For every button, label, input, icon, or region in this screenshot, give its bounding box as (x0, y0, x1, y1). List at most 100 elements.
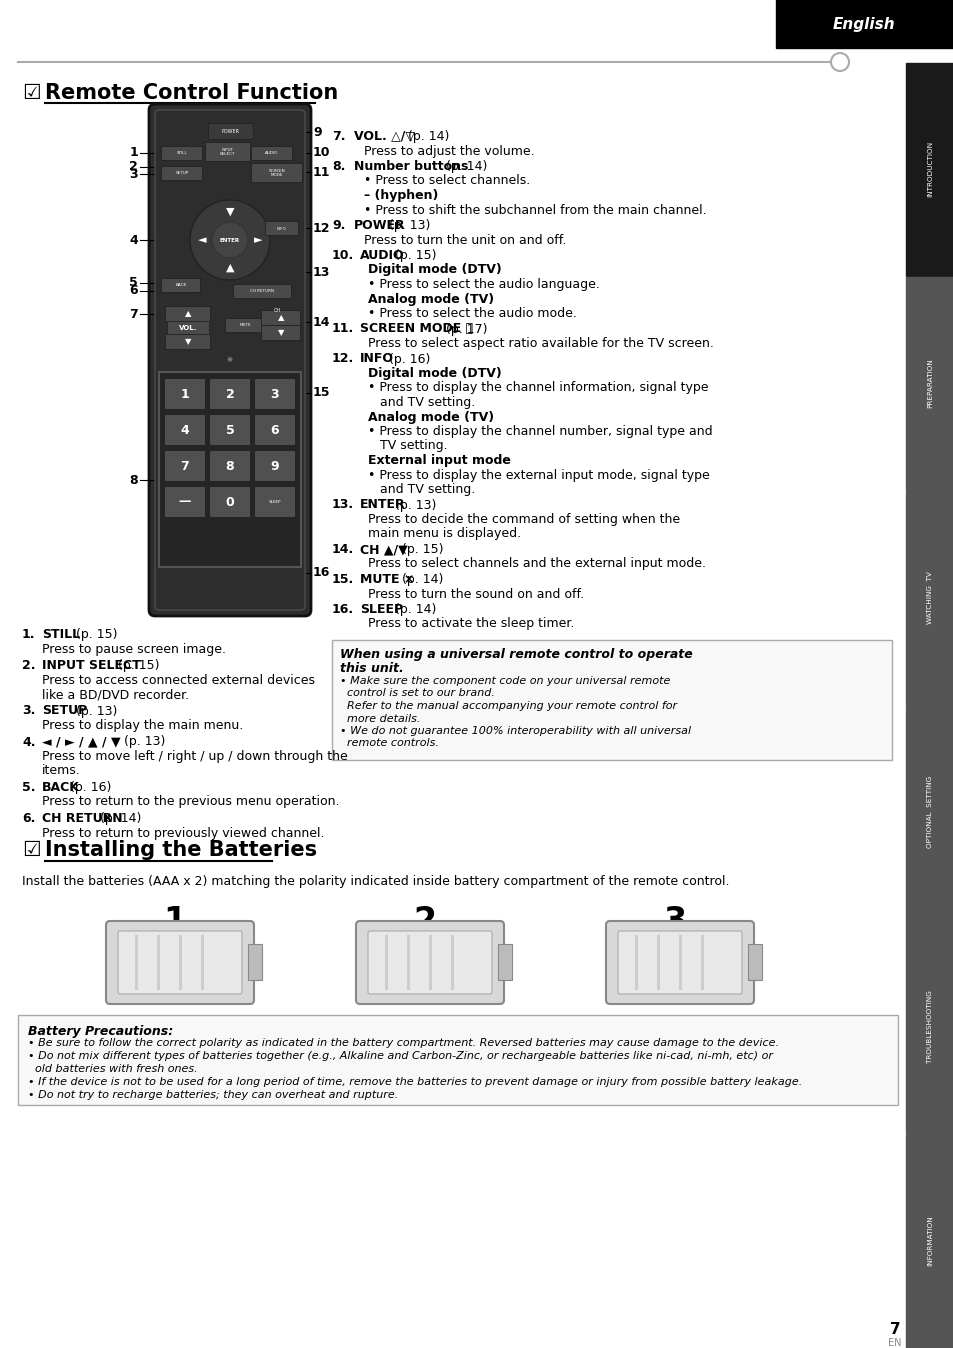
Text: Press to pause screen image.: Press to pause screen image. (42, 643, 226, 655)
Text: SCREEN MODE ⬜: SCREEN MODE ⬜ (359, 322, 473, 336)
Text: 4.: 4. (22, 736, 35, 748)
Text: ▲: ▲ (226, 263, 234, 274)
Bar (497, 944, 512, 980)
Text: 2: 2 (413, 905, 436, 938)
Text: 11: 11 (313, 166, 330, 178)
Text: (p. 14): (p. 14) (442, 160, 487, 173)
Text: Press to adjust the volume.: Press to adjust the volume. (364, 144, 534, 158)
Text: 5: 5 (129, 276, 138, 290)
Text: Press to return to the previous menu operation.: Press to return to the previous menu ope… (42, 795, 339, 809)
FancyBboxPatch shape (332, 640, 891, 760)
Text: SCREEN
MODE: SCREEN MODE (269, 168, 285, 178)
Text: 8.: 8. (332, 160, 345, 173)
Text: Press to return to previously viewed channel.: Press to return to previously viewed cha… (42, 826, 324, 840)
FancyBboxPatch shape (254, 487, 295, 518)
FancyBboxPatch shape (159, 372, 301, 568)
Text: ☑: ☑ (22, 84, 41, 102)
Text: 13: 13 (313, 266, 330, 279)
Bar (135, 936, 138, 989)
Text: Press to turn the sound on and off.: Press to turn the sound on and off. (368, 588, 583, 600)
Text: old batteries with fresh ones.: old batteries with fresh ones. (28, 1064, 197, 1074)
FancyBboxPatch shape (161, 167, 202, 181)
Text: 6.: 6. (22, 811, 35, 825)
Text: • If the device is not to be used for a long period of time, remove the batterie: • If the device is not to be used for a … (28, 1077, 801, 1086)
FancyBboxPatch shape (233, 284, 292, 298)
FancyBboxPatch shape (225, 318, 264, 333)
Text: • Press to shift the subchannel from the main channel.: • Press to shift the subchannel from the… (364, 204, 706, 217)
Text: (p. 15): (p. 15) (113, 659, 159, 673)
FancyBboxPatch shape (18, 1015, 897, 1105)
FancyBboxPatch shape (605, 921, 753, 1004)
FancyBboxPatch shape (254, 379, 295, 410)
Text: – (hyphen): – (hyphen) (364, 189, 438, 202)
Text: (p. 13): (p. 13) (391, 499, 436, 511)
Bar (905, 492, 953, 705)
Text: (p. 14): (p. 14) (391, 603, 436, 616)
Text: CH RETURN: CH RETURN (42, 811, 123, 825)
Text: • Do not mix different types of batteries together (e.g., Alkaline and Carbon-Zi: • Do not mix different types of batterie… (28, 1051, 772, 1061)
Text: When using a universal remote control to operate: When using a universal remote control to… (339, 648, 692, 661)
FancyBboxPatch shape (252, 147, 293, 160)
Text: this unit.: this unit. (339, 662, 403, 675)
Text: 9: 9 (271, 460, 279, 473)
Bar (700, 936, 703, 989)
Text: Number buttons: Number buttons (354, 160, 468, 173)
Text: • Be sure to follow the correct polarity as indicated in the battery compartment: • Be sure to follow the correct polarity… (28, 1038, 779, 1047)
Bar (167, 321, 209, 336)
Text: control is set to our brand.: control is set to our brand. (339, 689, 495, 698)
Text: TV setting.: TV setting. (379, 439, 447, 453)
Text: (p. 17): (p. 17) (441, 322, 487, 336)
FancyBboxPatch shape (118, 931, 242, 993)
Text: Digital mode (DTV): Digital mode (DTV) (368, 367, 501, 380)
Text: WATCHING  TV: WATCHING TV (926, 572, 932, 624)
Text: Analog mode (TV): Analog mode (TV) (368, 293, 494, 306)
Text: TROUBLESHOOTING: TROUBLESHOOTING (926, 989, 932, 1064)
Text: 4: 4 (180, 423, 190, 437)
FancyBboxPatch shape (210, 414, 251, 445)
Text: 16: 16 (313, 566, 330, 580)
Text: • We do not guarantee 100% interoperability with all universal: • We do not guarantee 100% interoperabil… (339, 727, 690, 736)
Bar (657, 936, 659, 989)
Text: • Press to display the channel number, signal type and: • Press to display the channel number, s… (368, 425, 712, 438)
Text: Installing the Batteries: Installing the Batteries (45, 840, 316, 860)
Circle shape (830, 53, 848, 71)
FancyBboxPatch shape (164, 487, 205, 518)
Text: ☑: ☑ (22, 840, 41, 860)
Bar (905, 921, 953, 1134)
Text: INFO: INFO (359, 352, 394, 365)
Text: AUDIO: AUDIO (359, 249, 404, 262)
Bar (905, 706, 953, 919)
Text: 3: 3 (130, 167, 138, 181)
Text: (p. 16): (p. 16) (385, 352, 430, 365)
Text: ◄ / ► / ▲ / ▼: ◄ / ► / ▲ / ▼ (42, 736, 120, 748)
Text: main menu is displayed.: main menu is displayed. (368, 527, 520, 541)
Text: • Press to select channels.: • Press to select channels. (364, 174, 530, 187)
Text: (p. 13): (p. 13) (385, 218, 431, 232)
Bar (679, 936, 681, 989)
Bar (248, 944, 262, 980)
Text: 1: 1 (163, 905, 187, 938)
Text: ▼: ▼ (277, 329, 284, 337)
Text: 7.: 7. (332, 129, 345, 143)
Text: Digital mode (DTV): Digital mode (DTV) (368, 263, 501, 276)
FancyBboxPatch shape (106, 921, 253, 1004)
FancyBboxPatch shape (165, 306, 211, 322)
Text: 2.: 2. (22, 659, 35, 673)
FancyBboxPatch shape (209, 124, 253, 139)
Text: CH ▲/▼: CH ▲/▼ (359, 543, 407, 555)
Text: 2: 2 (226, 387, 234, 400)
FancyBboxPatch shape (210, 487, 251, 518)
Text: INFORMATION: INFORMATION (926, 1216, 932, 1266)
Bar (451, 936, 454, 989)
Text: SETUP: SETUP (175, 171, 189, 175)
Text: Refer to the manual accompanying your remote control for: Refer to the manual accompanying your re… (339, 701, 677, 710)
Text: 12: 12 (313, 221, 330, 235)
Text: 0: 0 (226, 496, 234, 508)
Text: 1.: 1. (22, 628, 35, 642)
Text: SETUP: SETUP (42, 705, 87, 717)
Text: 12.: 12. (332, 352, 354, 365)
Text: EN: EN (887, 1339, 901, 1348)
Text: STILL: STILL (42, 628, 80, 642)
FancyBboxPatch shape (368, 931, 492, 993)
Text: 6: 6 (130, 284, 138, 298)
